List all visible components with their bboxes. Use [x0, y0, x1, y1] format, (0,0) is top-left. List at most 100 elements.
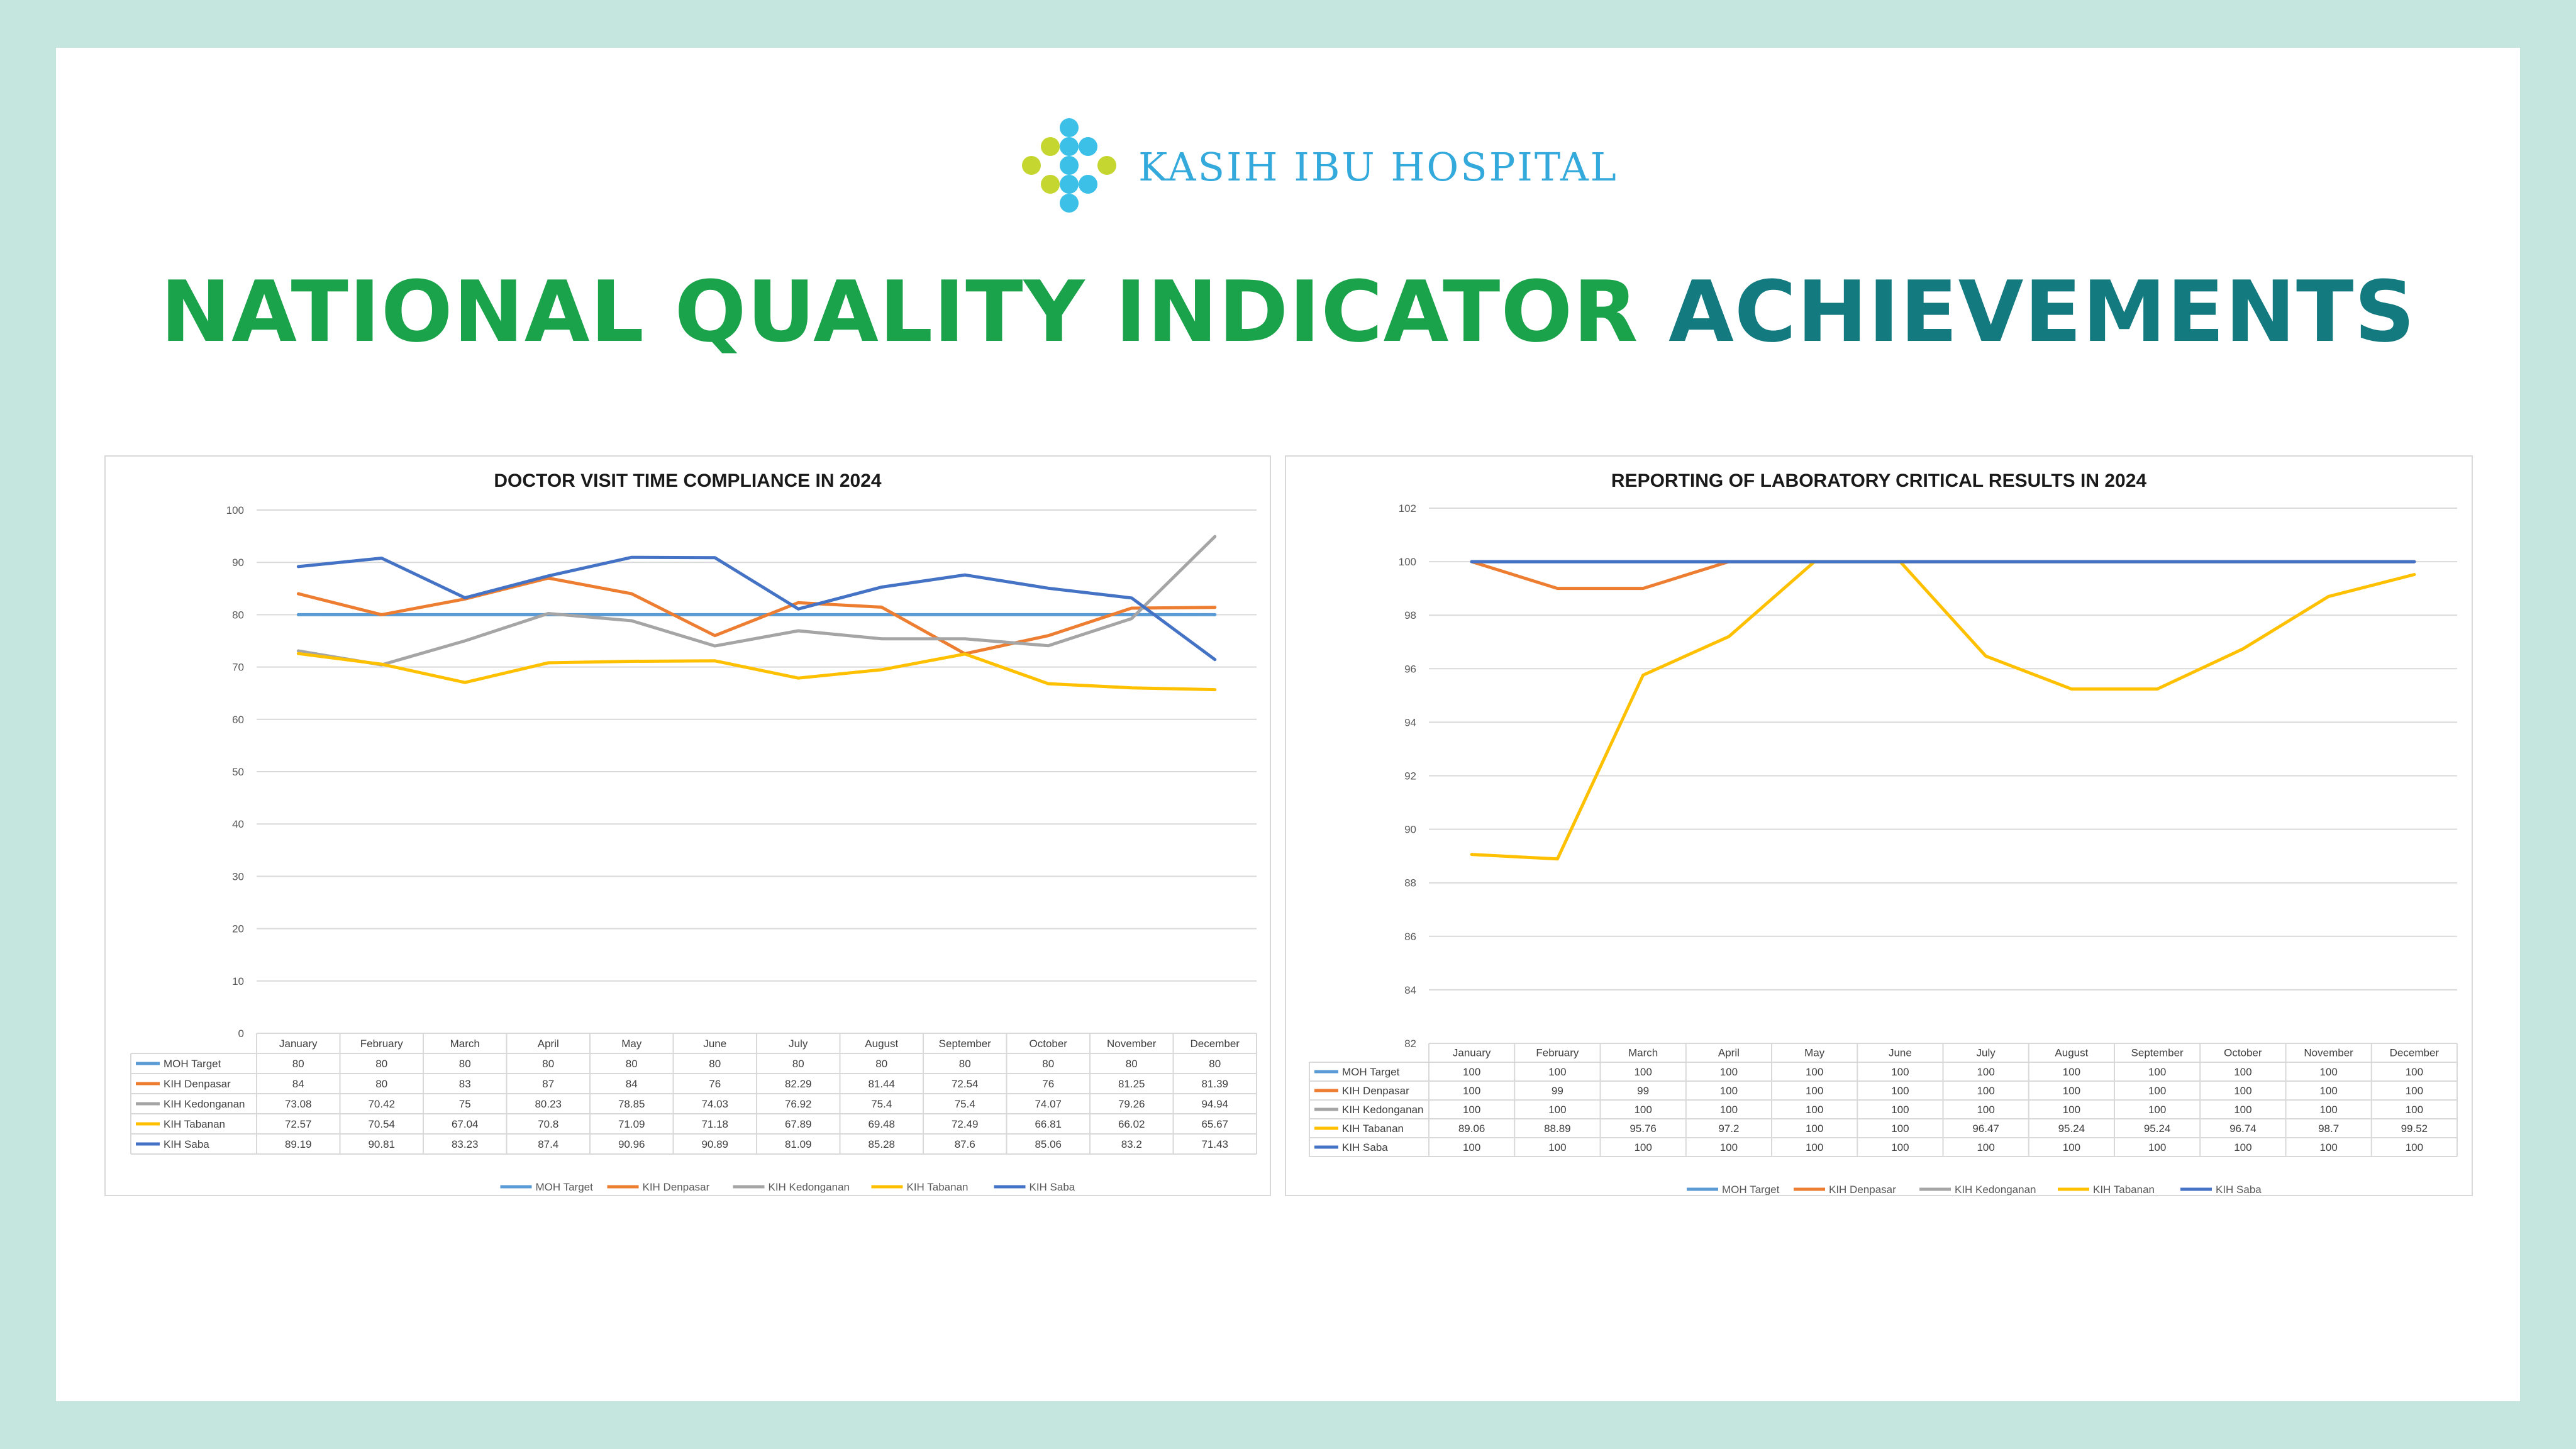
table-cell: 80	[626, 1058, 638, 1070]
table-cell: 75.4	[871, 1098, 892, 1110]
table-cell: 96.47	[1972, 1123, 1999, 1135]
table-cell: 100	[1463, 1066, 1480, 1078]
table-cell: 80	[1126, 1058, 1138, 1070]
table-row-label: KIH Denpasar	[164, 1078, 231, 1090]
table-cell: 81.44	[868, 1078, 895, 1090]
y-tick-label: 100	[226, 504, 244, 516]
table-cell: 100	[1891, 1085, 1909, 1097]
table-cell: 100	[2234, 1066, 2251, 1078]
table-cell: 100	[2063, 1085, 2080, 1097]
table-cell: 81.25	[1118, 1078, 1145, 1090]
table-cell: 100	[2148, 1066, 2166, 1078]
table-header-cell: November	[2304, 1046, 2353, 1058]
table-cell: 75.4	[955, 1098, 975, 1110]
table-cell: 88.89	[1544, 1123, 1571, 1135]
y-tick-label: 20	[232, 923, 244, 935]
table-cell: 100	[1806, 1085, 1823, 1097]
table-cell: 100	[1548, 1066, 1566, 1078]
table-header-cell: September	[939, 1038, 991, 1050]
table-row-label: KIH Tabanan	[1342, 1123, 1404, 1135]
table-cell: 100	[1891, 1104, 1909, 1116]
y-tick-label: 94	[1404, 716, 1416, 728]
y-tick-label: 80	[232, 609, 244, 621]
y-tick-label: 100	[1399, 556, 1416, 568]
y-tick-label: 84	[1404, 984, 1416, 996]
table-cell: 100	[1891, 1066, 1909, 1078]
table-cell: 100	[1463, 1085, 1480, 1097]
table-cell: 100	[1548, 1104, 1566, 1116]
table-cell: 100	[2148, 1085, 2166, 1097]
y-tick-label: 60	[232, 714, 244, 726]
y-tick-label: 90	[1404, 824, 1416, 836]
table-header-cell: March	[450, 1038, 480, 1050]
table-cell: 100	[1806, 1123, 1823, 1135]
table-cell: 100	[2319, 1066, 2337, 1078]
table-cell: 99	[1637, 1085, 1649, 1097]
table-row-label: KIH Saba	[164, 1138, 209, 1150]
table-cell: 100	[1806, 1141, 1823, 1153]
legend-label: KIH Saba	[2216, 1184, 2262, 1195]
legend-label: KIH Tabanan	[907, 1181, 969, 1193]
table-cell: 100	[1720, 1104, 1738, 1116]
table-cell: 76	[709, 1078, 721, 1090]
table-header-cell: August	[865, 1038, 898, 1050]
table-cell: 95.24	[2058, 1123, 2085, 1135]
legend-label: KIH Denpasar	[643, 1181, 710, 1193]
y-tick-label: 70	[232, 662, 244, 674]
table-row-label: KIH Denpasar	[1342, 1085, 1409, 1097]
table-cell: 100	[1977, 1141, 1994, 1153]
table-cell: 80.23	[535, 1098, 562, 1110]
y-tick-label: 102	[1399, 502, 1416, 514]
table-cell: 100	[2148, 1104, 2166, 1116]
table-cell: 100	[1634, 1066, 1652, 1078]
table-cell: 100	[1977, 1085, 1994, 1097]
table-cell: 100	[2319, 1085, 2337, 1097]
y-tick-label: 98	[1404, 609, 1416, 621]
y-tick-label: 50	[232, 766, 244, 778]
table-cell: 66.02	[1118, 1118, 1145, 1130]
table-cell: 70.8	[538, 1118, 558, 1130]
table-cell: 100	[1720, 1066, 1738, 1078]
table-header-cell: August	[2055, 1046, 2088, 1058]
table-cell: 99	[1552, 1085, 1563, 1097]
table-cell: 70.54	[368, 1118, 395, 1130]
table-cell: 83.23	[452, 1138, 479, 1150]
logo-text: KASIH IBU HOSPITAL	[1138, 144, 1618, 190]
table-cell: 89.06	[1458, 1123, 1485, 1135]
chart-doctor-visit: DOCTOR VISIT TIME COMPLIANCE IN 2024 0 10…	[104, 455, 1271, 1196]
table-cell: 81.39	[1201, 1078, 1228, 1090]
table-cell: 95.76	[1629, 1123, 1657, 1135]
hospital-logo: KASIH IBU HOSPITAL	[1019, 116, 1616, 217]
series-line-kih-denpasar	[1470, 560, 2416, 591]
table-header-cell: March	[1628, 1046, 1658, 1058]
table-cell: 80	[875, 1058, 887, 1070]
legend-label: KIH Kedonganan	[769, 1181, 850, 1193]
table-header-cell: January	[279, 1038, 318, 1050]
table-cell: 100	[1463, 1141, 1480, 1153]
table-cell: 66.81	[1035, 1118, 1062, 1130]
series-line-kih-kedonganan	[296, 535, 1217, 667]
legend-label: KIH Denpasar	[1829, 1184, 1896, 1195]
table-cell: 72.49	[952, 1118, 979, 1130]
chart-svg: 0 10 20 30 40 50 60 70 80 90 100 January February Mar…	[130, 504, 1257, 1193]
table-cell: 80	[375, 1058, 387, 1070]
chart-title: DOCTOR VISIT TIME COMPLIANCE IN 2024	[494, 470, 882, 491]
table-cell: 67.89	[785, 1118, 812, 1130]
table-cell: 100	[1891, 1123, 1909, 1135]
table-row-label: KIH Tabanan	[164, 1118, 225, 1130]
table-cell: 72.57	[285, 1118, 312, 1130]
table-cell: 87.4	[538, 1138, 558, 1150]
table-header-cell: December	[2390, 1046, 2440, 1058]
table-cell: 90.89	[701, 1138, 728, 1150]
table-cell: 80	[1209, 1058, 1221, 1070]
table-cell: 100	[1891, 1141, 1909, 1153]
table-cell: 71.18	[701, 1118, 728, 1130]
table-cell: 95.24	[2144, 1123, 2171, 1135]
table-cell: 90.81	[368, 1138, 395, 1150]
table-cell: 100	[1463, 1104, 1480, 1116]
legend-label: MOH Target	[1722, 1184, 1780, 1195]
table-cell: 80	[1042, 1058, 1054, 1070]
series-line-kih-tabanan	[1470, 560, 2416, 861]
table-cell: 100	[2234, 1141, 2251, 1153]
table-cell: 100	[1634, 1104, 1652, 1116]
